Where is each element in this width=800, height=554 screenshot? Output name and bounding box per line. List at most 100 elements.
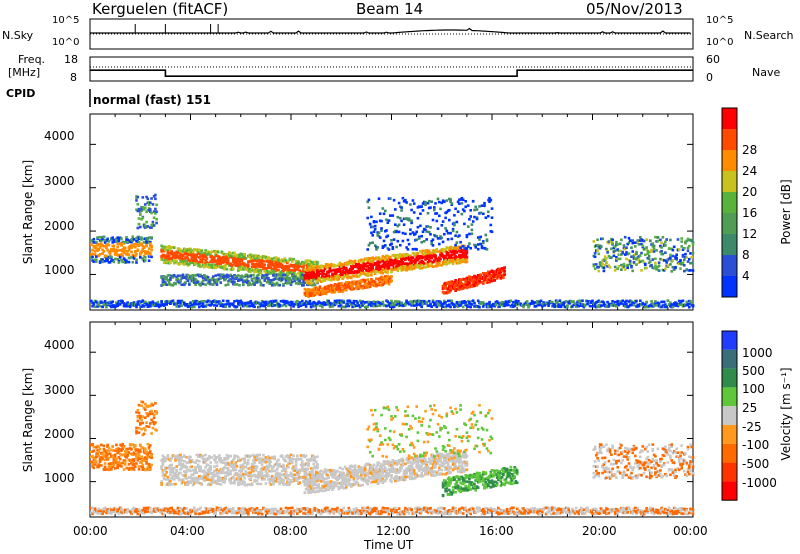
- echo-cell: [371, 234, 374, 237]
- echo-cell: [337, 282, 341, 285]
- echo-cell: [407, 301, 411, 304]
- echo-cell: [455, 241, 459, 244]
- echo-cell: [260, 257, 264, 261]
- echo-cell: [298, 265, 302, 268]
- echo-cell: [302, 265, 305, 268]
- echo-cell: [196, 280, 200, 284]
- echo-cell: [260, 259, 264, 262]
- echo-cell: [350, 276, 353, 280]
- echo-cell: [373, 280, 377, 284]
- echo-cell: [101, 305, 104, 308]
- echo-cell: [409, 254, 412, 258]
- echo-cell: [199, 273, 202, 277]
- echo-cell: [309, 268, 313, 272]
- echo-cell: [449, 289, 452, 292]
- echo-cell: [224, 305, 227, 308]
- echo-cell: [642, 247, 646, 251]
- echo-cell: [309, 303, 313, 306]
- echo-cell: [445, 210, 449, 214]
- echo-cell: [121, 240, 124, 244]
- echo-cell: [600, 264, 603, 267]
- echo-cell: [690, 255, 694, 259]
- echo-cell: [382, 212, 386, 216]
- echo-cell: [410, 219, 413, 223]
- echo-cell: [691, 269, 695, 272]
- echo-cell: [258, 269, 261, 273]
- echo-cell: [670, 270, 673, 273]
- echo-cell: [308, 266, 312, 269]
- echo-cell: [149, 251, 152, 255]
- echo-cell: [519, 302, 523, 306]
- echo-cell: [313, 292, 317, 295]
- echo-cell: [282, 272, 285, 275]
- echo-cell: [640, 251, 643, 255]
- echo-cell: [411, 247, 415, 251]
- echo-cell: [623, 253, 627, 256]
- echo-cell: [416, 225, 420, 229]
- echo-cell: [448, 208, 451, 212]
- echo-cell: [151, 203, 155, 206]
- echo-cell: [676, 304, 680, 308]
- echo-cell: [91, 248, 94, 252]
- echo-cell: [404, 302, 407, 305]
- echo-cell: [196, 251, 200, 254]
- echo-cell: [167, 300, 171, 303]
- echo-cell: [392, 238, 396, 241]
- echo-cell: [628, 259, 632, 263]
- echo-cell: [427, 299, 431, 303]
- echo-cell: [669, 301, 672, 304]
- echo-cell: [401, 239, 405, 243]
- echo-cell: [474, 246, 477, 249]
- echo-cell: [507, 303, 510, 307]
- echo-cell: [336, 275, 339, 279]
- echo-cell: [291, 264, 294, 267]
- echo-cell: [475, 284, 479, 287]
- echo-cell: [112, 458, 116, 461]
- echo-cell: [465, 235, 469, 239]
- echo-cell: [611, 300, 614, 303]
- echo-cell: [415, 304, 418, 307]
- echo-cell: [171, 276, 175, 279]
- echo-cell: [425, 257, 428, 261]
- echo-cell: [309, 263, 313, 266]
- echo-cell: [125, 456, 128, 459]
- echo-cell: [371, 225, 374, 229]
- echo-cell: [201, 302, 205, 305]
- echo-cell: [660, 241, 663, 245]
- echo-cell: [431, 244, 435, 247]
- echo-cell: [384, 209, 387, 213]
- echo-cell: [607, 264, 611, 267]
- echo-cell: [131, 260, 135, 264]
- echo-cell: [434, 202, 437, 205]
- echo-cell: [381, 207, 385, 210]
- echo-cell: [117, 303, 121, 306]
- echo-cell: [426, 263, 430, 267]
- echo-cell: [289, 278, 293, 282]
- echo-cell: [615, 240, 618, 244]
- echo-cell: [309, 279, 313, 282]
- echo-cell: [122, 446, 126, 449]
- echo-cell: [302, 303, 305, 306]
- echo-cell: [406, 262, 410, 266]
- echo-cell: [358, 279, 362, 283]
- echo-cell: [317, 291, 320, 294]
- echo-cell: [490, 230, 494, 234]
- echo-cell: [666, 264, 670, 267]
- echo-cell: [146, 305, 150, 308]
- echo-cell: [311, 281, 314, 285]
- echo-cell: [304, 269, 308, 273]
- echo-cell: [107, 446, 111, 450]
- echo-cell: [146, 238, 150, 241]
- echo-cell: [421, 202, 425, 205]
- echo-cell: [461, 208, 465, 211]
- echo-cell: [476, 243, 480, 246]
- echo-cell: [454, 243, 457, 247]
- echo-cell: [189, 259, 192, 262]
- echo-cell: [108, 250, 112, 253]
- echo-cell: [512, 305, 515, 308]
- echo-cell: [659, 257, 662, 261]
- echo-cell: [662, 269, 666, 272]
- echo-cell: [396, 269, 400, 273]
- echo-cell: [341, 305, 344, 309]
- echo-cell: [451, 222, 455, 226]
